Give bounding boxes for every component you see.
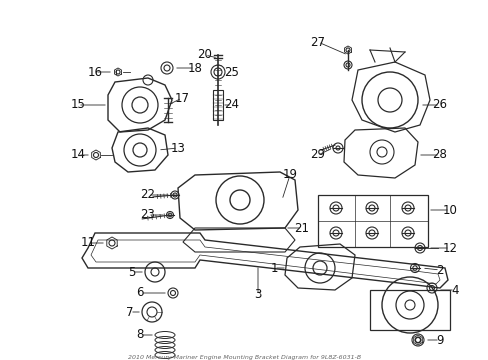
Text: 7: 7	[126, 306, 134, 319]
Text: 25: 25	[224, 66, 239, 78]
Text: 16: 16	[87, 66, 102, 78]
Text: 26: 26	[431, 99, 447, 112]
Text: 5: 5	[128, 266, 135, 279]
Text: 10: 10	[442, 203, 456, 216]
Text: 12: 12	[442, 242, 457, 255]
Text: 2: 2	[435, 264, 443, 276]
Text: 24: 24	[224, 99, 239, 112]
Text: 23: 23	[140, 208, 155, 221]
Text: 29: 29	[310, 148, 325, 162]
Text: 2010 Mercury Mariner Engine Mounting Bracket Diagram for 9L8Z-6031-B: 2010 Mercury Mariner Engine Mounting Bra…	[128, 355, 360, 360]
Text: 13: 13	[170, 141, 185, 154]
Text: 3: 3	[254, 288, 261, 302]
Text: 15: 15	[70, 99, 85, 112]
Text: 20: 20	[197, 49, 212, 62]
Text: 9: 9	[435, 333, 443, 346]
Text: 19: 19	[282, 168, 297, 181]
Bar	[317, 195, 427, 247]
Bar	[213, 90, 223, 120]
Text: 22: 22	[140, 189, 155, 202]
Text: 11: 11	[81, 237, 95, 249]
Text: 8: 8	[136, 328, 143, 342]
Text: 6: 6	[136, 287, 143, 300]
Text: 28: 28	[432, 148, 447, 162]
Text: 4: 4	[450, 284, 458, 297]
Text: 14: 14	[70, 148, 85, 162]
Text: 27: 27	[310, 36, 325, 49]
Text: 17: 17	[174, 91, 189, 104]
Text: 1: 1	[270, 261, 277, 274]
Bar	[369, 290, 449, 330]
Text: 18: 18	[187, 62, 202, 75]
Text: 21: 21	[294, 221, 309, 234]
